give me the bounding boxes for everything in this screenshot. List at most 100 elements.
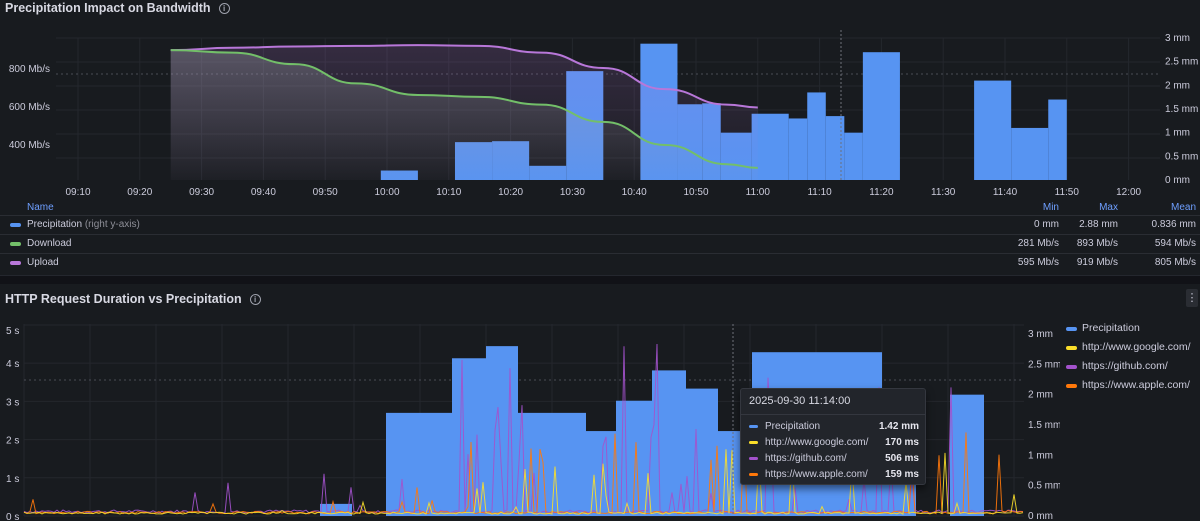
precip-bar bbox=[1011, 127, 1049, 180]
x-tick-label: 10:40 bbox=[622, 187, 647, 198]
legend-header-name[interactable]: Name bbox=[27, 202, 54, 213]
panel-title[interactable]: Precipitation Impact on Bandwidth i bbox=[5, 1, 230, 15]
y-left-tick-label: 5 s bbox=[6, 326, 19, 337]
legend-swatch bbox=[1066, 365, 1077, 369]
x-tick-label: 09:40 bbox=[251, 187, 276, 198]
tooltip-swatch bbox=[749, 441, 758, 444]
precip-bar bbox=[652, 370, 686, 516]
x-tick-label: 11:30 bbox=[931, 187, 956, 198]
y-right-tick-label: 1.5 mm bbox=[1165, 104, 1198, 115]
legend-item-apple[interactable]: https://www.apple.com/ bbox=[1064, 379, 1191, 398]
precip-bar bbox=[788, 118, 808, 180]
tooltip-series-name: https://github.com/ bbox=[765, 453, 847, 464]
y-left-tick-label: 400 Mb/s bbox=[9, 140, 50, 151]
legend-header-min[interactable]: Min bbox=[1042, 202, 1059, 213]
y-right-tick-label: 3 mm bbox=[1165, 33, 1190, 44]
x-tick-label: 09:20 bbox=[127, 187, 152, 198]
y-right-tick-label: 0 mm bbox=[1028, 511, 1053, 521]
y-right-tick-label: 3 mm bbox=[1028, 329, 1053, 340]
precip-bar bbox=[1048, 99, 1067, 180]
legend-item-google[interactable]: http://www.google.com/ bbox=[1064, 341, 1191, 360]
http-duration-panel: HTTP Request Duration vs Precipitation i… bbox=[0, 284, 1200, 521]
y-right-tick-label: 2.5 mm bbox=[1028, 359, 1060, 370]
tooltip-row-apple: https://www.apple.com/ 159 ms bbox=[749, 467, 919, 483]
x-tick-label: 11:50 bbox=[1055, 187, 1080, 198]
y-right-tick-label: 0.5 mm bbox=[1028, 481, 1060, 492]
legend-header-max[interactable]: Max bbox=[1099, 202, 1118, 213]
y-right-tick-label: 1.5 mm bbox=[1028, 420, 1060, 431]
legend-swatch bbox=[10, 223, 21, 227]
legend-row-download[interactable]: Download 281 Mb/s 893 Mb/s 594 Mb/s bbox=[0, 234, 1200, 252]
y-right-tick-label: 0.5 mm bbox=[1165, 151, 1198, 162]
upload-line bbox=[170, 44, 758, 109]
precip-bar bbox=[844, 132, 863, 180]
precip-bar bbox=[807, 92, 826, 180]
legend-mean: 805 Mb/s bbox=[1154, 257, 1196, 268]
tooltip-row-github: https://github.com/ 506 ms bbox=[749, 451, 919, 467]
hover-tooltip: 2025-09-30 11:14:00 Precipitation 1.42 m… bbox=[740, 388, 926, 485]
legend-max: 919 Mb/s bbox=[1076, 257, 1118, 268]
legend-series-name: Precipitation bbox=[27, 219, 83, 230]
x-tick-label: 10:30 bbox=[560, 187, 585, 198]
legend-swatch bbox=[1066, 346, 1077, 350]
y-left-tick-label: 800 Mb/s bbox=[9, 64, 50, 75]
tooltip-series-value: 170 ms bbox=[885, 437, 919, 448]
legend-series-name: Download bbox=[27, 238, 72, 249]
info-icon[interactable]: i bbox=[218, 2, 230, 14]
x-tick-label: 12:00 bbox=[1116, 187, 1141, 198]
legend-item-label: https://github.com/ bbox=[1082, 360, 1168, 372]
precip-bar bbox=[974, 80, 1012, 180]
x-tick-label: 09:10 bbox=[65, 187, 90, 198]
tooltip-swatch bbox=[749, 473, 758, 476]
x-tick-label: 11:00 bbox=[746, 187, 771, 198]
y-right-tick-label: 1 mm bbox=[1165, 128, 1190, 139]
panel-menu-icon[interactable]: ⋮ bbox=[1186, 289, 1198, 307]
legend-item-label: http://www.google.com/ bbox=[1082, 341, 1191, 353]
legend-header-mean[interactable]: Mean bbox=[1170, 202, 1196, 213]
x-tick-label: 09:30 bbox=[189, 187, 214, 198]
tooltip-swatch bbox=[749, 457, 758, 460]
info-icon[interactable]: i bbox=[249, 293, 261, 305]
tooltip-series-name: http://www.google.com/ bbox=[765, 437, 869, 448]
x-tick-label: 10:20 bbox=[498, 187, 523, 198]
legend-mean: 0.836 mm bbox=[1151, 219, 1196, 230]
precip-bar bbox=[518, 412, 586, 516]
tooltip-series-name: https://www.apple.com/ bbox=[765, 469, 868, 480]
legend-item-github[interactable]: https://github.com/ bbox=[1064, 360, 1191, 379]
tooltip-series-value: 159 ms bbox=[885, 469, 919, 480]
legend-min: 0 mm bbox=[1034, 219, 1059, 230]
legend-swatch bbox=[1066, 327, 1077, 331]
legend-item-label: https://www.apple.com/ bbox=[1082, 379, 1190, 391]
x-tick-label: 09:50 bbox=[313, 187, 338, 198]
tooltip-series-name: Precipitation bbox=[765, 421, 821, 432]
legend-series-name: Upload bbox=[27, 257, 59, 268]
precip-bar bbox=[320, 503, 352, 516]
precip-bar bbox=[486, 346, 518, 516]
legend-item-label: Precipitation bbox=[1082, 322, 1140, 334]
bandwidth-chart[interactable]: 09:10 09:20 09:30 09:40 09:50 10:00 10:10 10:20… bbox=[0, 0, 1200, 199]
panel-title[interactable]: HTTP Request Duration vs Precipitation i bbox=[5, 292, 261, 306]
precip-bar bbox=[862, 52, 900, 181]
legend-max: 2.88 mm bbox=[1079, 219, 1118, 230]
y-right-tick-label: 2 mm bbox=[1028, 390, 1053, 401]
tooltip-series-value: 1.42 mm bbox=[878, 421, 919, 432]
legend-item-precipitation[interactable]: Precipitation bbox=[1064, 322, 1191, 341]
y-left-tick-label: 0 s bbox=[6, 512, 19, 521]
x-tick-label: 10:50 bbox=[683, 187, 708, 198]
bandwidth-panel-title: Precipitation Impact on Bandwidth bbox=[5, 1, 211, 15]
tooltip-time: 2025-09-30 11:14:00 bbox=[749, 395, 851, 407]
http-panel-title: HTTP Request Duration vs Precipitation bbox=[5, 292, 242, 306]
http-legend: Precipitation http://www.google.com/ htt… bbox=[1064, 322, 1191, 398]
legend-row-precipitation[interactable]: Precipitation (right y-axis) 0 mm 2.88 m… bbox=[0, 215, 1200, 233]
y-right-tick-label: 0 mm bbox=[1165, 175, 1190, 186]
precip-bar bbox=[386, 412, 452, 516]
x-tick-label: 11:20 bbox=[869, 187, 894, 198]
download-area bbox=[170, 50, 758, 180]
legend-max: 893 Mb/s bbox=[1076, 238, 1118, 249]
legend-min: 595 Mb/s bbox=[1017, 257, 1059, 268]
tooltip-series-value: 506 ms bbox=[885, 453, 919, 464]
legend-row-upload[interactable]: Upload 595 Mb/s 919 Mb/s 805 Mb/s bbox=[0, 253, 1200, 271]
x-tick-label: 11:10 bbox=[807, 187, 832, 198]
y-right-tick-label: 2.5 mm bbox=[1165, 57, 1198, 68]
download-line bbox=[170, 49, 758, 169]
